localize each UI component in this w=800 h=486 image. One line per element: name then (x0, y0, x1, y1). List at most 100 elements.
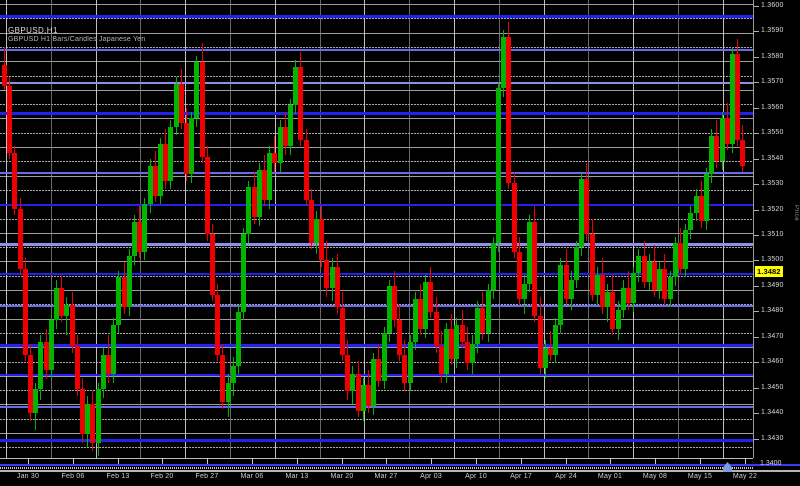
candle-body (74, 346, 80, 390)
candle-body (350, 374, 356, 392)
time-tick-label: Feb 20 (150, 473, 174, 480)
price-tick-label: 1.3430 (761, 435, 784, 442)
candle-body (464, 341, 470, 364)
candle-body (563, 264, 569, 299)
vertical-gridline (454, 0, 455, 458)
horizontal-gridline (0, 433, 753, 434)
candle-body (277, 126, 283, 164)
candle-body (314, 219, 319, 243)
candle-body (376, 359, 382, 381)
horizontal-gridline (0, 304, 753, 305)
candle-body (106, 354, 111, 375)
time-tick-label: Apr 10 (465, 473, 487, 480)
time-tick-label: May 08 (642, 473, 668, 480)
candle-body (636, 255, 642, 274)
candle-body (355, 374, 361, 411)
candle-body (7, 86, 13, 153)
candle-body (490, 243, 496, 291)
time-axis-rail-top (0, 458, 753, 459)
candle-body (615, 309, 621, 329)
time-tick-label: May 01 (597, 473, 623, 480)
candle-body (371, 359, 377, 407)
time-tick-label: Mar 20 (330, 473, 354, 480)
horizontal-gridline (0, 47, 753, 48)
candle-body (527, 221, 533, 284)
time-tick-label: Mar 27 (374, 473, 398, 480)
candle-body (308, 200, 314, 243)
time-tick-label: Apr 24 (555, 473, 577, 480)
candle-body (657, 268, 663, 291)
price-tick (754, 184, 759, 185)
horizontal-gridline (0, 276, 753, 277)
candle-body (485, 290, 491, 334)
candle-body (631, 273, 637, 304)
candle-body (152, 165, 158, 196)
time-axis-rail-bottom (0, 470, 800, 472)
price-tick-label: 1.3510 (761, 231, 784, 238)
candle-body (719, 118, 725, 162)
candle-body (204, 157, 210, 235)
candle-body (22, 268, 28, 355)
candle-body (506, 36, 512, 183)
candle-body (574, 247, 579, 280)
horizontal-gridline (0, 290, 753, 291)
time-tick (162, 458, 163, 464)
candle-body (100, 354, 106, 390)
candle-body (324, 260, 330, 289)
candle-body (142, 204, 148, 252)
candle-body (667, 277, 673, 299)
price-axis-bottom-label: 1.3400 (760, 460, 782, 467)
candle-body (95, 389, 101, 443)
candle-body (418, 298, 423, 329)
time-tick-label: Mar 13 (285, 473, 309, 480)
candle-body (329, 266, 335, 289)
time-tick-label: Feb 13 (106, 473, 130, 480)
chart-plot-area[interactable]: GBPUSD,H1 GBPUSD H1 Bars/Candles Japanes… (0, 0, 753, 458)
candle-body (683, 230, 689, 269)
chart-cursor-icon[interactable] (723, 462, 732, 472)
candle-body (360, 384, 366, 411)
horizontal-gridline (0, 190, 753, 191)
time-axis-rail-blue (0, 464, 800, 466)
vertical-gridline (364, 0, 365, 458)
candle-body (496, 88, 501, 243)
candle-body (444, 329, 449, 375)
candle-body (652, 262, 657, 291)
candle-body (620, 288, 626, 310)
candle-body (345, 354, 351, 392)
chart-legend: GBPUSD,H1 GBPUSD H1 Bars/Candles Japanes… (8, 26, 145, 45)
candle-body (693, 195, 699, 213)
candle-body (579, 178, 585, 248)
candle-body (80, 389, 85, 435)
horizontal-gridline (0, 33, 753, 34)
candle-body (433, 311, 439, 347)
price-axis[interactable]: 1.3600 1.3590 1.3580 1.3570 1.3560 1.3550 1.35… (753, 0, 800, 458)
level-line (0, 406, 753, 408)
horizontal-gridline (0, 247, 753, 248)
candle-body (116, 277, 122, 325)
time-tick-label: May 22 (732, 473, 758, 480)
vertical-gridline (633, 0, 634, 458)
candle-body (230, 365, 236, 383)
price-tick (754, 57, 759, 58)
time-tick (342, 458, 343, 464)
candle-body (678, 243, 683, 269)
time-tick (386, 458, 387, 464)
candle-body (392, 286, 397, 321)
candle-body (48, 320, 54, 370)
price-tick (754, 82, 759, 83)
candle-body (412, 298, 418, 342)
horizontal-gridline (0, 90, 753, 91)
time-axis[interactable]: Jan 30 Feb 06 Feb 13 Feb 20 Feb 27 Mar 06 Mar … (0, 458, 800, 486)
horizontal-gridline (0, 61, 753, 62)
candle-body (158, 144, 163, 196)
candle-body (407, 341, 413, 383)
horizontal-gridline (0, 347, 753, 348)
candle-wick (550, 331, 551, 362)
horizontal-gridline (0, 219, 753, 220)
price-tick-label: 1.3530 (761, 180, 784, 187)
candle-body (381, 333, 387, 381)
price-tick (754, 388, 759, 389)
candle-body (267, 152, 273, 200)
candle-body (33, 389, 39, 413)
